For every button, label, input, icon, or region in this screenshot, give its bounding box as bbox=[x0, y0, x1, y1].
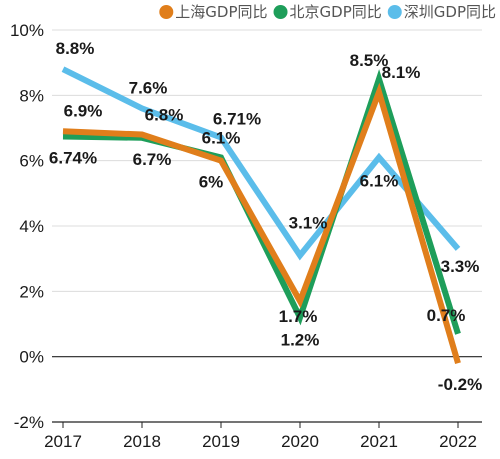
x-tick-label: 2018 bbox=[123, 432, 161, 451]
data-label: 8.8% bbox=[56, 39, 95, 58]
y-tick-label: 6% bbox=[19, 152, 44, 171]
y-tick-label: 10% bbox=[10, 21, 44, 40]
data-label: 8.5% bbox=[350, 51, 389, 70]
legend-label-1: 上海GDP同比 bbox=[175, 3, 267, 21]
data-label: 0.7% bbox=[427, 306, 466, 325]
x-tick-label: 2017 bbox=[44, 432, 82, 451]
data-label: 6.8% bbox=[145, 106, 184, 125]
x-tick-label: 2019 bbox=[202, 432, 240, 451]
data-label: 6.1% bbox=[360, 171, 399, 190]
data-label: 6.74% bbox=[49, 148, 97, 167]
data-label: 7.6% bbox=[129, 78, 168, 97]
legend-label-3: 深圳GDP同比 bbox=[404, 3, 496, 21]
x-tick-label: 2021 bbox=[360, 432, 398, 451]
y-tick-label: 2% bbox=[19, 282, 44, 301]
x-tick-label: 2020 bbox=[281, 432, 319, 451]
data-label: 3.3% bbox=[441, 257, 480, 276]
data-label: 6.1% bbox=[202, 128, 241, 147]
legend: 上海GDP同比 北京GDP同比 深圳GDP同比 bbox=[159, 3, 496, 21]
series-line-2 bbox=[62, 69, 461, 335]
data-label: 6.9% bbox=[64, 101, 103, 120]
data-label: 6.71% bbox=[213, 109, 261, 128]
x-tick-label: 2022 bbox=[439, 432, 477, 451]
data-label: 1.7% bbox=[279, 307, 318, 326]
legend-marker-1 bbox=[159, 5, 174, 19]
data-label: -0.2% bbox=[438, 375, 482, 394]
y-tick-label: 8% bbox=[19, 86, 44, 105]
y-tick-label: 4% bbox=[19, 217, 44, 236]
data-label: 3.1% bbox=[289, 213, 328, 232]
data-label: 6% bbox=[199, 173, 224, 192]
data-label: 1.2% bbox=[281, 330, 320, 349]
y-tick-label: 0% bbox=[19, 348, 44, 367]
series-line-3 bbox=[61, 66, 461, 261]
legend-marker-2 bbox=[273, 5, 288, 19]
series-line-1 bbox=[62, 82, 461, 365]
legend-label-2: 北京GDP同比 bbox=[290, 3, 382, 21]
data-label: 8.1% bbox=[382, 63, 421, 82]
legend-marker-3 bbox=[387, 5, 402, 19]
data-label: 6.7% bbox=[133, 150, 172, 169]
y-tick-label: -2% bbox=[14, 413, 44, 432]
